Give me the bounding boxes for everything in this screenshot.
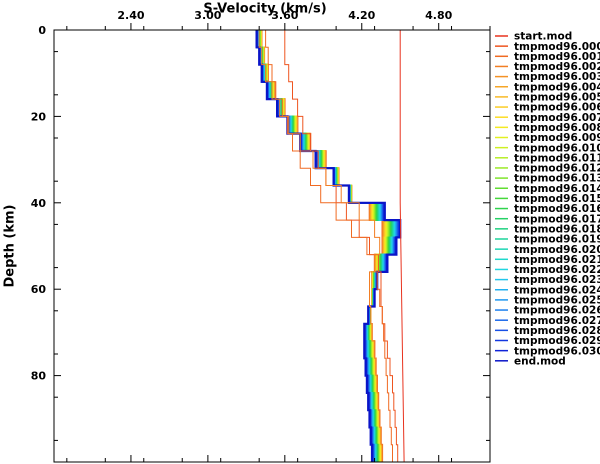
legend-label: tmpmod96.022 [514, 264, 600, 276]
model-curve-tmpmod96.019 [257, 30, 394, 462]
legend-label: tmpmod96.004 [514, 81, 600, 93]
y-tick-label: 0 [38, 24, 46, 37]
model-curve-tmpmod96.000 [284, 30, 399, 462]
y-tick-label: 20 [31, 110, 47, 123]
legend-label: tmpmod96.001 [514, 51, 600, 63]
legend-label: tmpmod96.005 [514, 92, 600, 104]
legend-label: tmpmod96.012 [514, 163, 600, 175]
legend-label: tmpmod96.011 [514, 152, 600, 164]
x-tick-label: 3.00 [194, 9, 221, 22]
plot-frame [53, 29, 491, 463]
legend-label: tmpmod96.018 [514, 223, 600, 235]
legend-label: tmpmod96.026 [514, 305, 600, 317]
legend-label: tmpmod96.008 [514, 122, 600, 134]
legend-label: tmpmod96.006 [514, 102, 600, 114]
model-curve-start-mod [399, 30, 405, 463]
legend-label: tmpmod96.025 [514, 295, 600, 307]
x-axis: 2.40 3.00 3.60 4.20 4.80 [66, 9, 491, 462]
legend-label: tmpmod96.027 [514, 315, 600, 327]
y-tick-label: 40 [31, 197, 47, 210]
x-axis-title: S-Velocity (km/s) [203, 2, 326, 17]
y-tick-label: 80 [31, 370, 47, 383]
model-curve-tmpmod96.002 [258, 30, 383, 462]
legend-label: tmpmod96.024 [514, 284, 600, 296]
model-curve-tmpmod96.003 [260, 30, 385, 462]
legend-label: tmpmod96.016 [514, 203, 600, 215]
legend-label: tmpmod96.000 [514, 41, 600, 53]
legend-label: tmpmod96.007 [514, 112, 600, 124]
legend-label: tmpmod96.010 [514, 142, 600, 154]
model-curve-tmpmod96.001 [265, 30, 393, 462]
legend-label: start.mod [514, 31, 572, 43]
legend-label: tmpmod96.030 [514, 345, 600, 357]
legend-label: tmpmod96.009 [514, 132, 600, 144]
model-curve-tmpmod96.002 [260, 30, 384, 462]
model-curve-tmpmod96.004 [260, 30, 385, 462]
y-tick-label: 60 [31, 283, 47, 296]
legend-label: end.mod [514, 355, 566, 367]
legend-label: tmpmod96.014 [514, 183, 600, 195]
x-tick-label: 4.80 [425, 9, 452, 22]
x-tick-label: 2.40 [117, 9, 144, 22]
x-tick-label: 4.20 [348, 9, 375, 22]
legend-label: tmpmod96.003 [514, 71, 600, 83]
legend-label: tmpmod96.002 [514, 61, 600, 73]
legend: start.modtmpmod96.000tmpmod96.001tmpmod9… [495, 31, 600, 367]
model-curve-tmpmod96.005 [260, 30, 386, 462]
legend-label: tmpmod96.023 [514, 274, 600, 286]
legend-label: tmpmod96.020 [514, 244, 600, 256]
legend-label: tmpmod96.028 [514, 325, 600, 337]
legend-label: tmpmod96.019 [514, 234, 600, 246]
legend-label: tmpmod96.029 [514, 335, 600, 347]
y-axis: 0 20 40 60 80 [31, 24, 490, 441]
legend-label: tmpmod96.013 [514, 173, 600, 185]
x-tick-label: 3.60 [271, 9, 298, 22]
legend-label: tmpmod96.015 [514, 193, 600, 205]
legend-label: tmpmod96.021 [514, 254, 600, 266]
model-curves [255, 30, 405, 463]
y-axis-title: Depth (km) [3, 205, 18, 288]
legend-label: tmpmod96.017 [514, 213, 600, 225]
model-curve-tmpmod96.001 [260, 30, 384, 462]
